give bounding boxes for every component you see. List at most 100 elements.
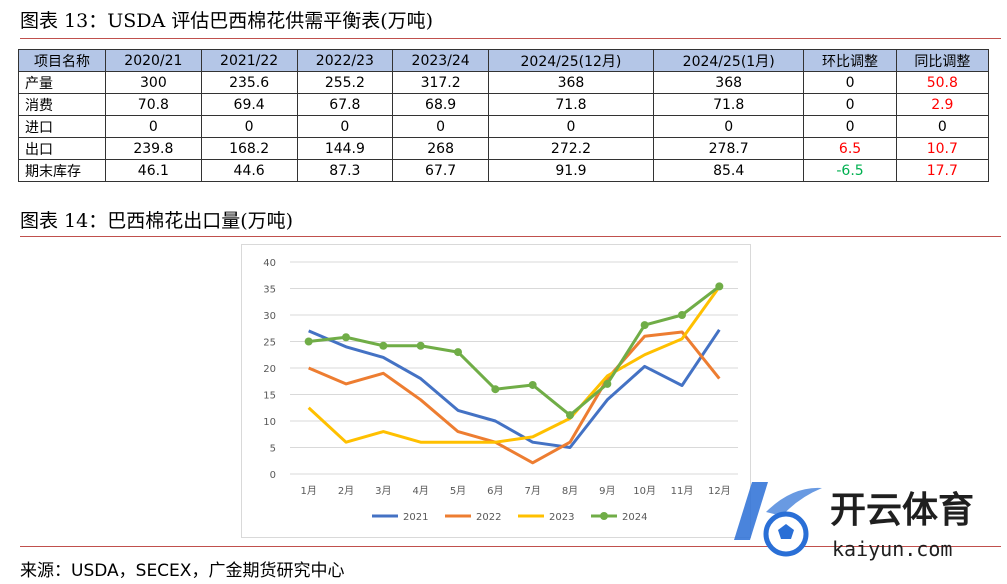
y-tick-label: 5: [270, 444, 276, 455]
table-body: 产量 300 235.6 255.2 317.2 368 368 0 50.8 消费 70.8 69.…: [18, 71, 990, 182]
x-tick-label: 4月: [412, 485, 428, 497]
table-cell: 0: [200, 115, 298, 138]
table-cell: 0: [895, 115, 990, 138]
table-row-label: 出口: [18, 137, 106, 160]
data-point-2024: [416, 341, 425, 350]
table-cell: 368: [488, 71, 654, 94]
table-cell: 368: [652, 71, 805, 94]
table-cell: 0: [488, 115, 654, 138]
y-tick-label: 35: [263, 285, 276, 296]
table-cell: 0: [803, 93, 897, 116]
table-cell: 0: [105, 115, 202, 138]
table-cell: 0: [803, 71, 897, 94]
table-row-label: 进口: [18, 115, 106, 138]
table-cell: 0: [803, 115, 897, 138]
table-cell: 317.2: [392, 71, 489, 94]
table-header-cell: 项目名称: [18, 49, 106, 72]
table-header-cell: 2022/23: [296, 49, 394, 72]
legend-label: 2021: [403, 512, 428, 523]
y-tick-label: 25: [263, 338, 276, 349]
table-header-cell: 2024/25(1月): [652, 49, 805, 72]
table-cell: 71.8: [488, 93, 654, 116]
kaiyun-watermark-logo: 开云体育 kaiyun.com: [734, 482, 974, 561]
data-point-2024: [678, 311, 686, 319]
table-cell: 67.8: [296, 93, 394, 116]
y-tick-label: 0: [270, 470, 276, 481]
table-cell: 17.7: [895, 159, 990, 182]
series-line-2024: [308, 285, 721, 417]
data-point-2024: [304, 337, 313, 346]
table-header-cell: 同比调整: [895, 49, 990, 72]
data-point-2024: [715, 282, 724, 291]
watermark-brand-domain: kaiyun.com: [832, 537, 952, 561]
x-tick-label: 1月: [300, 485, 316, 497]
table-header-cell: 2024/25(12月): [488, 49, 654, 72]
x-tick-label: 6月: [487, 485, 503, 497]
data-point-2024: [528, 380, 537, 389]
table-cell: 255.2: [296, 71, 394, 94]
table-row: 期末库存 46.1 44.6 87.3 67.7 91.9 85.4 -6.5 17.7: [18, 159, 990, 182]
table-cell: 68.9: [392, 93, 489, 116]
table-cell: 10.7: [895, 137, 990, 160]
table-cell: 70.8: [105, 93, 202, 116]
x-tick-label: 11月: [671, 485, 694, 497]
data-point-2024: [342, 333, 350, 342]
table-row: 产量 300 235.6 255.2 317.2 368 368 0 50.8: [18, 71, 990, 94]
figure13-title: 图表 13：USDA 评估巴西棉花供需平衡表(万吨): [20, 10, 434, 32]
source-rule: [20, 546, 1001, 547]
table-header-cell: 2023/24: [392, 49, 489, 72]
table-cell: 0: [392, 115, 489, 138]
table-cell: 239.8: [105, 137, 202, 160]
data-point-2024: [566, 411, 574, 420]
table-cell: 235.6: [200, 71, 298, 94]
supply-demand-table: 项目名称 2020/21 2021/22 2022/23 2023/24 202…: [18, 49, 990, 182]
data-point-2024: [379, 341, 388, 350]
table-cell: 67.7: [392, 159, 489, 182]
k-mark-icon: [734, 482, 822, 557]
table-cell: 168.2: [200, 137, 298, 160]
table-cell: 69.4: [200, 93, 298, 116]
x-tick-label: 10月: [633, 485, 656, 497]
x-tick-label: 7月: [524, 485, 540, 497]
legend-label: 2024: [622, 512, 647, 523]
table-cell: 46.1: [105, 159, 202, 182]
y-tick-label: 30: [263, 311, 276, 322]
data-point-2024: [491, 385, 500, 394]
table-header-cell: 2020/21: [105, 49, 202, 72]
y-tick-label: 20: [263, 364, 276, 375]
table-cell: 272.2: [488, 137, 654, 160]
table-cell: 278.7: [652, 137, 805, 160]
data-point-2024: [454, 348, 462, 357]
export-line-chart: 0 5 10 15 20 25 30 35 40 1月 2月 3月 4月 5月 6月 7月 8月 9月 10月 11月…: [263, 258, 738, 523]
source-note: 来源：USDA，SECEX，广金期货研究中心: [20, 561, 345, 581]
data-point-2024: [640, 321, 649, 330]
export-chart: 0 5 10 15 20 25 30 35 40 1月 2月 3月 4月 5月 6月 7月 8月 9月 10月 11月…: [241, 244, 751, 538]
watermark-brand-cn: 开云体育: [830, 490, 974, 531]
table-cell: 87.3: [296, 159, 394, 182]
table-cell: 2.9: [895, 93, 990, 116]
series-line-2023: [307, 286, 721, 444]
table-cell: 300: [105, 71, 202, 94]
figure14-rule: [20, 236, 1001, 237]
figure13-rule: [20, 38, 1001, 39]
table-cell: -6.5: [803, 159, 897, 182]
table-cell: 44.6: [200, 159, 298, 182]
y-tick-label: 10: [263, 417, 276, 428]
table-header-row: 项目名称 2020/21 2021/22 2022/23 2023/24 202…: [18, 49, 990, 72]
y-tick-label: 15: [263, 391, 276, 402]
series-line-2022: [308, 330, 721, 465]
table-header-cell: 环比调整: [803, 49, 897, 72]
table-row-label: 期末库存: [18, 159, 106, 182]
table-header-cell: 2021/22: [200, 49, 298, 72]
legend-marker: [600, 512, 608, 520]
table-row-label: 产量: [18, 71, 106, 94]
series-line-2021: [308, 329, 721, 449]
x-tick-label: 2月: [338, 485, 354, 497]
x-tick-label: 12月: [708, 485, 731, 497]
table-cell: 6.5: [803, 137, 897, 160]
table-cell: 91.9: [488, 159, 654, 182]
table-row-label: 消费: [18, 93, 106, 116]
legend-label: 2023: [549, 512, 574, 523]
data-point-2024: [603, 379, 612, 388]
x-tick-label: 9月: [599, 485, 615, 497]
